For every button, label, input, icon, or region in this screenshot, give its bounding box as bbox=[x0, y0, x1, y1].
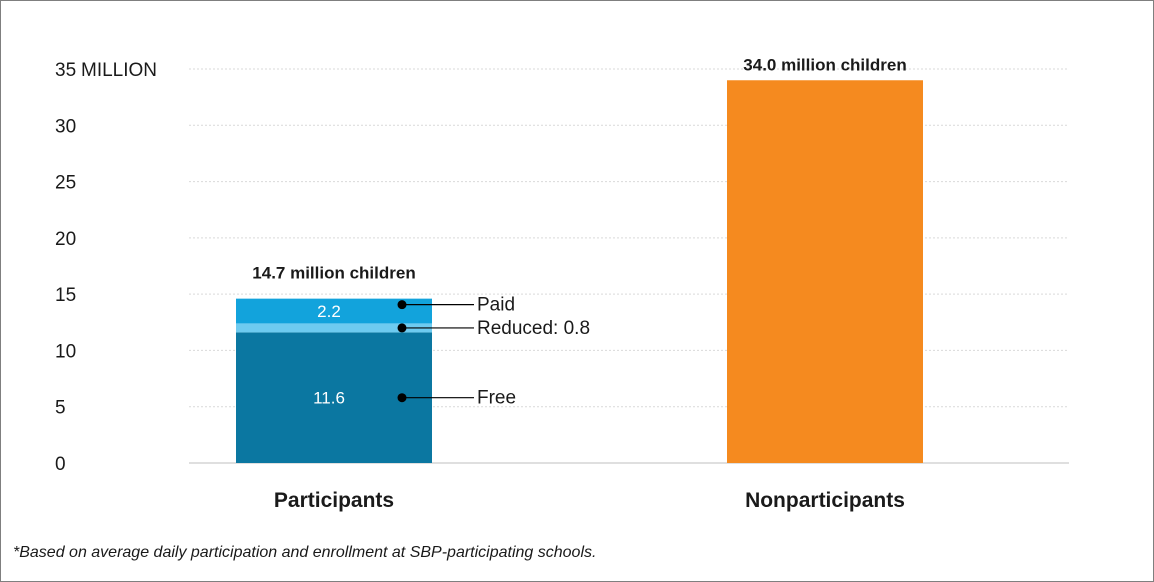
y-tick-label: 30 bbox=[55, 116, 76, 137]
y-tick-label: 10 bbox=[55, 341, 76, 362]
y-tick-label: 25 bbox=[55, 173, 76, 194]
annotation-label-reduced: Reduced: 0.8 bbox=[477, 318, 590, 339]
footnote: *Based on average daily participation an… bbox=[13, 544, 597, 561]
y-tick-label: 0 bbox=[55, 454, 66, 475]
y-tick-label: 35 bbox=[55, 60, 76, 81]
y-tick-label: 20 bbox=[55, 229, 76, 250]
annotation-label-paid: Paid bbox=[477, 295, 515, 316]
segment-value-label-free: 11.6 bbox=[313, 389, 345, 408]
y-tick-label: 15 bbox=[55, 285, 76, 306]
y-tick-label: 5 bbox=[55, 398, 66, 419]
annotation-label-free: Free bbox=[477, 388, 516, 409]
participants-total-label: 14.7 million children bbox=[252, 264, 415, 283]
bar-segment-reduced bbox=[236, 323, 432, 333]
bar-nonparticipants bbox=[727, 80, 923, 463]
nonparticipants-total-label: 34.0 million children bbox=[743, 55, 906, 74]
x-category-label: Participants bbox=[274, 489, 394, 512]
y-unit-label: MILLION bbox=[81, 60, 157, 81]
segment-value-label-paid: 2.2 bbox=[317, 302, 341, 321]
x-category-label: Nonparticipants bbox=[745, 489, 905, 512]
